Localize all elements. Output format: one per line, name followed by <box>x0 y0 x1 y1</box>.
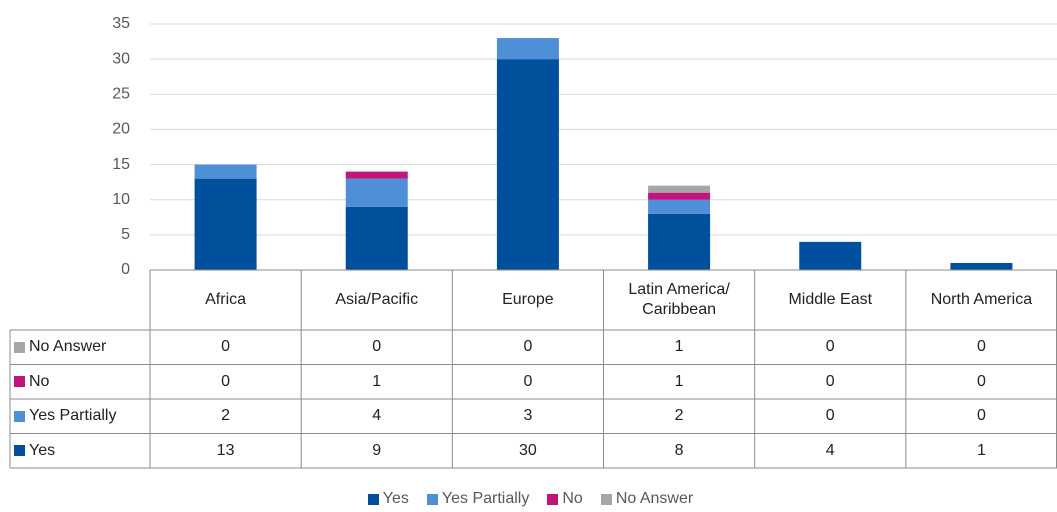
table-row-header: No Answer <box>10 330 150 365</box>
bar-segment <box>194 178 257 270</box>
table-cell: 0 <box>825 338 835 356</box>
legend-key <box>14 376 25 388</box>
legend-key <box>600 493 612 505</box>
bar-segment <box>496 59 559 271</box>
y-tick-label: 20 <box>112 121 130 138</box>
category-label: Africa <box>205 291 247 308</box>
table-cell: 0 <box>523 338 533 356</box>
table-cell: 30 <box>519 441 537 459</box>
series-name: No Answer <box>29 338 107 356</box>
bar-segment <box>648 213 711 270</box>
series-name: Yes Partially <box>29 407 117 425</box>
legend-item: No <box>543 490 583 508</box>
category-label: Middle East <box>788 291 873 308</box>
legend-key <box>426 493 438 505</box>
y-tick-label: 5 <box>121 226 130 243</box>
table-cell: 0 <box>221 338 231 356</box>
table-cell: 1 <box>372 372 382 390</box>
legend-item: No Answer <box>597 490 693 508</box>
table-cell: 0 <box>825 372 835 390</box>
table-cell: 13 <box>216 441 235 459</box>
y-tick-label: 30 <box>112 50 130 67</box>
legend-key <box>367 493 379 505</box>
category-label: Latin America/ Caribbean <box>628 281 730 318</box>
table-cell: 4 <box>825 441 835 459</box>
legend-item: Yes <box>364 490 409 508</box>
table-cell: 1 <box>674 338 684 356</box>
bar-segment <box>345 178 408 207</box>
table-cell: 2 <box>674 407 684 425</box>
legend-key <box>547 493 559 505</box>
legend-key <box>14 445 25 457</box>
legend-key <box>14 341 25 353</box>
table-cell: 0 <box>976 372 986 390</box>
series-name: No <box>29 372 50 390</box>
legend-label: Yes <box>382 490 409 507</box>
category-label: North America <box>930 291 1033 308</box>
table-cell: 9 <box>372 441 382 459</box>
table-row-header: Yes <box>10 434 150 469</box>
table-cell: 0 <box>372 338 382 356</box>
y-tick-label: 25 <box>112 86 130 103</box>
y-tick-label: 0 <box>121 261 130 278</box>
bar-segment <box>648 192 711 200</box>
legend-label: No <box>562 490 583 507</box>
bar-segment <box>345 206 408 270</box>
legend-key <box>14 410 25 422</box>
table-cell: 1 <box>976 441 986 459</box>
y-tick-label: 35 <box>112 15 130 32</box>
table-cell: 0 <box>976 407 986 425</box>
table-cell: 4 <box>372 407 382 425</box>
bar-segment <box>648 185 711 193</box>
table-cell: 0 <box>221 372 231 390</box>
table-cell: 0 <box>976 338 986 356</box>
table-cell: 0 <box>825 407 835 425</box>
y-tick-label: 10 <box>112 191 130 208</box>
series-name: Yes <box>29 441 56 459</box>
bar-segment <box>799 241 862 270</box>
table-cell: 2 <box>221 407 231 425</box>
bar-segment <box>345 171 408 179</box>
bar-segment <box>496 38 559 60</box>
bar-segment <box>648 199 711 214</box>
legend-item: Yes Partially <box>423 490 529 508</box>
bar-segment <box>194 164 257 179</box>
bar-segment <box>950 262 1013 270</box>
table-cell: 1 <box>674 372 684 390</box>
table-row-header: No <box>10 365 150 400</box>
table-cell: 8 <box>674 441 684 459</box>
legend-label: Yes Partially <box>441 490 530 507</box>
legend: Yes Yes Partially No No Answer <box>0 490 1057 508</box>
table-cell: 3 <box>523 407 533 425</box>
category-label: Europe <box>502 291 554 308</box>
legend-label: No Answer <box>615 490 694 507</box>
category-label: Asia/Pacific <box>335 291 419 308</box>
y-tick-label: 15 <box>112 156 130 173</box>
table-cell: 0 <box>523 372 533 390</box>
table-row-header: Yes Partially <box>10 399 150 434</box>
